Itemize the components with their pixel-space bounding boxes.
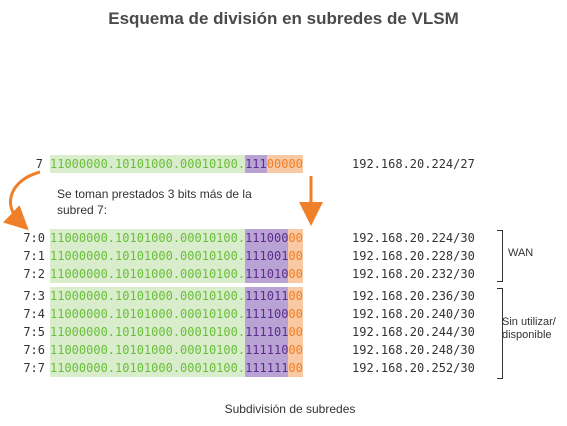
binary-address: 11000000.10101000.00010100.11100100	[50, 247, 303, 265]
wan-bracket	[497, 230, 503, 282]
dotted-address: 192.168.20.252/30	[352, 361, 475, 375]
dotted-address: 192.168.20.248/30	[352, 343, 475, 357]
network-bits: 11000000.10101000.00010100.	[50, 247, 246, 265]
top-subnet-row: 7 11000000.10101000.00010100.11100000 19…	[0, 155, 520, 173]
subnet-bits: 111011	[245, 287, 289, 305]
dotted-address: 192.168.20.224/27	[352, 157, 475, 171]
network-bits: 11000000.10101000.00010100.	[50, 359, 246, 377]
network-bits: 11000000.10101000.00010100.	[50, 229, 246, 247]
subnet-bits: 111111	[245, 359, 289, 377]
subnet-bits: 111100	[245, 305, 289, 323]
binary-address: 11000000.10101000.00010100.11111100	[50, 359, 303, 377]
subnet-row: 7:7 11000000.10101000.00010100.11111100 19…	[0, 359, 500, 377]
binary-address: 11000000.10101000.00010100.11100000	[50, 155, 303, 173]
diagram-title: Esquema de división en subredes de VLSM	[108, 9, 459, 28]
row-label: 7:2	[23, 267, 45, 281]
row-label: 7:6	[23, 343, 45, 357]
host-bits: 00	[288, 247, 303, 265]
host-bits: 00	[288, 341, 303, 359]
network-bits: 11000000.10101000.00010100.	[50, 323, 246, 341]
subnet-row: 7:6 11000000.10101000.00010100.11111000 19…	[0, 341, 500, 359]
host-bits: 00	[288, 305, 303, 323]
subnet-bits: 111101	[245, 323, 289, 341]
unused-label-line2: disponible	[502, 329, 552, 341]
subnet-bits: 111	[245, 155, 267, 173]
subnet-row: 7:2 11000000.10101000.00010100.11101000 19…	[0, 265, 500, 283]
binary-address: 11000000.10101000.00010100.11110100	[50, 323, 303, 341]
subnet-bits: 111001	[245, 247, 289, 265]
network-bits: 11000000.10101000.00010100.	[50, 305, 246, 323]
host-bits: 00	[288, 265, 303, 283]
binary-address: 11000000.10101000.00010100.11100000	[50, 229, 303, 247]
binary-address: 11000000.10101000.00010100.11101000	[50, 265, 303, 283]
host-bits: 00	[288, 359, 303, 377]
row-label: 7:1	[23, 249, 45, 263]
subnet-bits: 111110	[245, 341, 289, 359]
host-bits: 00	[288, 287, 303, 305]
subnet-row: 7:0 11000000.10101000.00010100.11100000 19…	[0, 229, 500, 247]
row-label: 7:4	[23, 307, 45, 321]
subnet-row: 7:1 11000000.10101000.00010100.11100100 19…	[0, 247, 500, 265]
host-bits: 00000	[266, 155, 303, 173]
subnet-bits: 111010	[245, 265, 289, 283]
subnet-bits: 111000	[245, 229, 289, 247]
host-bits: 00	[288, 323, 303, 341]
unused-label: Sin utilizar/ disponible	[502, 316, 556, 342]
row-label: 7:5	[23, 325, 45, 339]
row-label: 7:3	[23, 289, 45, 303]
binary-address: 11000000.10101000.00010100.11110000	[50, 305, 303, 323]
wan-label: WAN	[508, 247, 534, 259]
dotted-address: 192.168.20.232/30	[352, 267, 475, 281]
dotted-address: 192.168.20.224/30	[352, 231, 475, 245]
unused-label-line1: Sin utilizar/	[502, 316, 556, 328]
binary-address: 11000000.10101000.00010100.11111000	[50, 341, 303, 359]
dotted-address: 192.168.20.244/30	[352, 325, 475, 339]
diagram-caption: Subdivisión de subredes	[224, 402, 356, 416]
left-curved-arrow	[3, 170, 41, 231]
dotted-address: 192.168.20.228/30	[352, 249, 475, 263]
dotted-address: 192.168.20.240/30	[352, 307, 475, 321]
network-bits: 11000000.10101000.00010100.	[50, 341, 246, 359]
network-bits: 11000000.10101000.00010100.	[50, 287, 246, 305]
binary-address: 11000000.10101000.00010100.11101100	[50, 287, 303, 305]
subnet-row: 7:5 11000000.10101000.00010100.11110100 19…	[0, 323, 500, 341]
subnet-row: 7:4 11000000.10101000.00010100.11110000 19…	[0, 305, 500, 323]
subnet-row: 7:3 11000000.10101000.00010100.11101100 19…	[0, 287, 500, 305]
row-label: 7:0	[23, 231, 45, 245]
host-bits: 00	[288, 229, 303, 247]
row-label: 7	[35, 157, 43, 171]
borrow-note: Se toman prestados 3 bits más de la subr…	[57, 187, 252, 217]
network-bits: 11000000.10101000.00010100.	[50, 265, 246, 283]
unused-bracket	[497, 288, 503, 379]
network-bits: 11000000.10101000.00010100.	[50, 155, 246, 173]
row-label: 7:7	[23, 361, 45, 375]
dotted-address: 192.168.20.236/30	[352, 289, 475, 303]
